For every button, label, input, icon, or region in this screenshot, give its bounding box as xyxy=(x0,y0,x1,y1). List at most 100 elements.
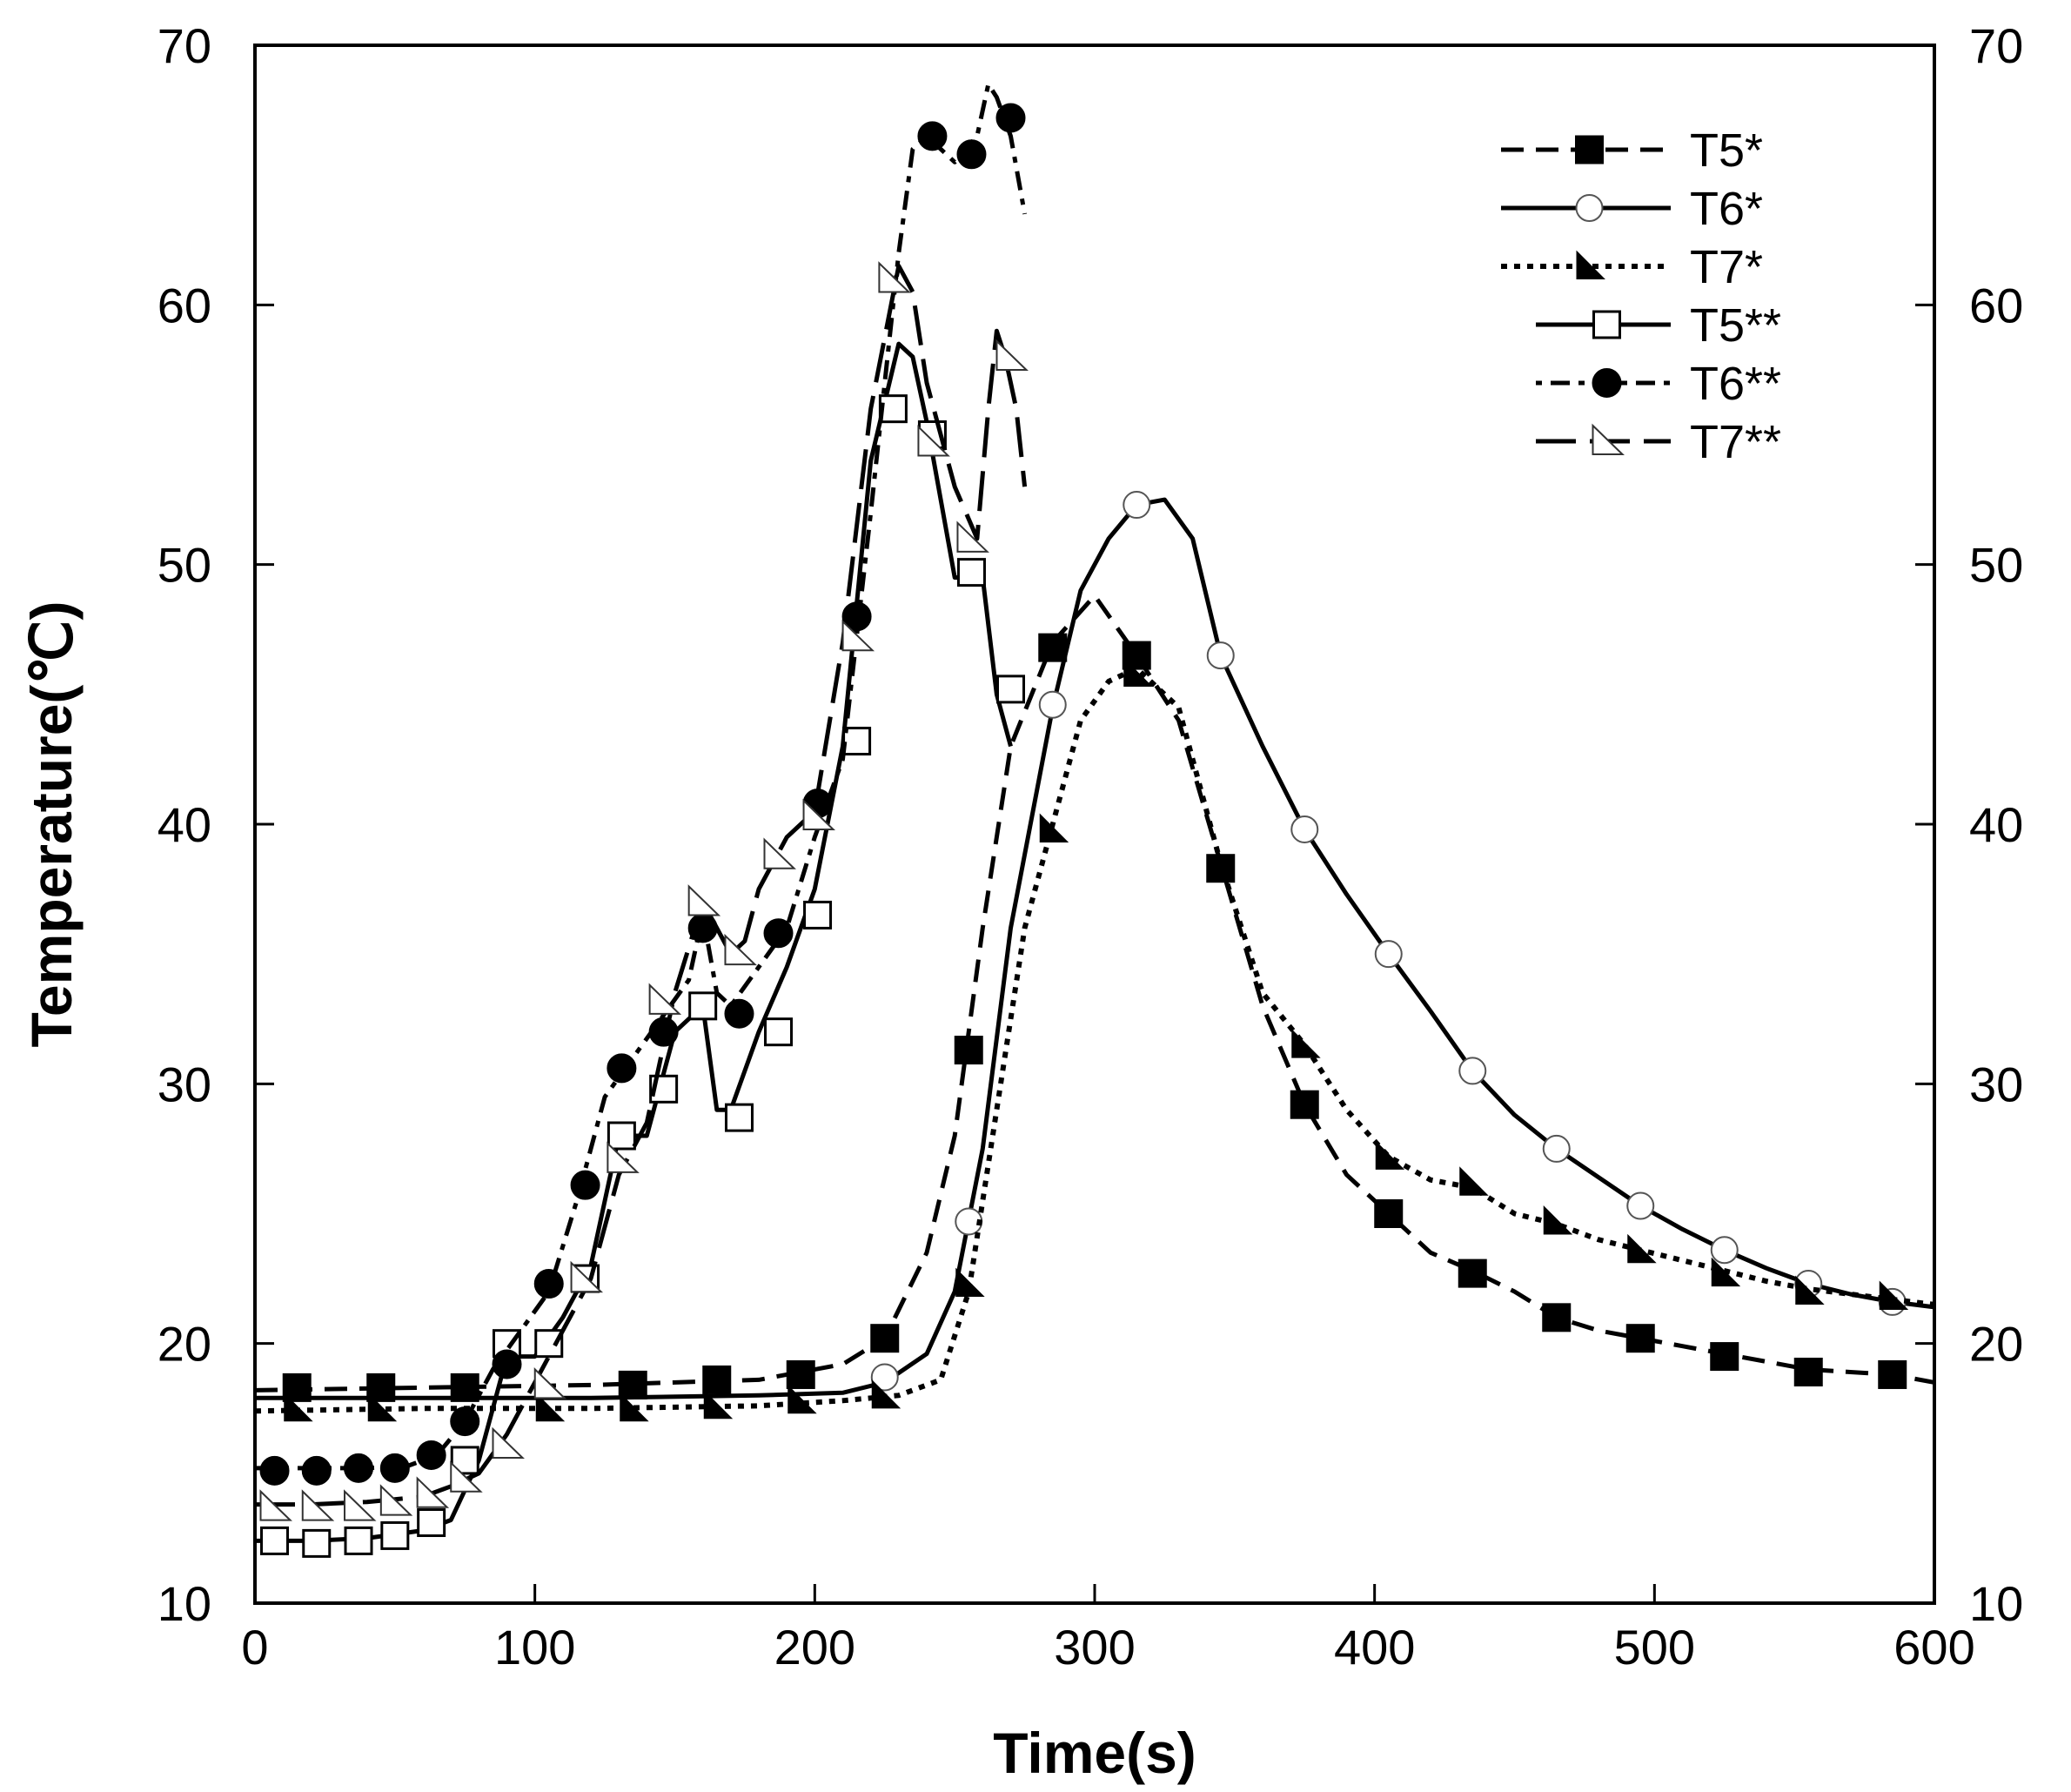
legend-item-t6s: T6* xyxy=(1501,183,1763,235)
y-tick-label: 70 xyxy=(158,18,211,73)
y2-tick-label: 70 xyxy=(1969,18,2023,73)
data-point-t5s xyxy=(870,1324,900,1353)
data-point-t7s xyxy=(1123,657,1153,687)
data-point-t5ss xyxy=(878,394,908,424)
data-point-t5ss xyxy=(260,1526,290,1555)
legend-marker-t7s xyxy=(1576,250,1605,279)
data-point-t7s xyxy=(1879,1280,1909,1310)
data-point-t5ss xyxy=(380,1520,410,1550)
data-point-t6ss xyxy=(416,1440,446,1470)
legend-marker-t6s xyxy=(1575,194,1604,222)
data-point-t7s xyxy=(1291,1029,1321,1058)
y2-tick-label: 20 xyxy=(1969,1317,2023,1372)
data-point-t5ss xyxy=(417,1508,446,1538)
y-tick-label: 50 xyxy=(158,538,211,593)
legend-label-t6s: T6* xyxy=(1690,183,1763,235)
legend-item-t6ss: T6** xyxy=(1536,358,1781,410)
x-tick-label: 200 xyxy=(774,1620,855,1675)
x-tick-label: 500 xyxy=(1614,1620,1695,1675)
data-point-t6s xyxy=(1206,641,1235,670)
data-point-t6s xyxy=(1710,1236,1739,1265)
data-point-t5s xyxy=(954,1036,983,1065)
legend-item-t5ss: T5** xyxy=(1536,299,1781,352)
data-point-t5s xyxy=(1793,1357,1823,1386)
legend: T5* T6* T7* T5** T6** T7** xyxy=(1501,124,1781,468)
x-tick-label: 600 xyxy=(1893,1620,1974,1675)
data-point-t5ss xyxy=(302,1528,332,1558)
data-point-t7s xyxy=(620,1392,649,1422)
data-point-t7s xyxy=(1795,1275,1825,1305)
data-point-t7ss xyxy=(687,884,721,916)
x-axis-title: Time(s) xyxy=(993,1721,1196,1785)
data-point-t7ss xyxy=(416,1476,450,1508)
x-tick-label: 0 xyxy=(241,1620,268,1675)
data-point-t6s xyxy=(1123,491,1151,520)
data-point-t7s xyxy=(1375,1140,1405,1170)
data-point-t7ss xyxy=(724,933,757,966)
data-point-t5s xyxy=(1458,1258,1487,1288)
data-point-t7s xyxy=(1627,1233,1657,1264)
data-point-t7s xyxy=(535,1392,566,1422)
legend-label-t7s: T7* xyxy=(1690,241,1763,293)
legend-marker-t5s xyxy=(1575,135,1604,164)
data-point-t7s xyxy=(1459,1166,1489,1196)
data-point-t5s xyxy=(618,1370,647,1399)
y-axis-title: Temperature(℃) xyxy=(19,601,84,1048)
data-point-t7s xyxy=(871,1379,901,1409)
data-point-t7s xyxy=(788,1384,817,1414)
data-point-t7s xyxy=(284,1392,313,1422)
data-point-t7ss xyxy=(533,1367,567,1399)
data-point-t7ss xyxy=(450,1460,483,1493)
data-point-t5ss xyxy=(842,727,872,756)
series-t6ss xyxy=(255,82,1028,1486)
y2-tick-label: 60 xyxy=(1969,278,2023,332)
data-point-t6s xyxy=(1290,815,1319,843)
y-tick-label: 60 xyxy=(158,278,211,332)
data-point-t6ss xyxy=(450,1406,480,1437)
data-point-t5ss xyxy=(344,1526,373,1555)
data-point-t7ss xyxy=(379,1484,413,1516)
data-point-t5ss xyxy=(764,1017,794,1047)
data-point-t7ss xyxy=(607,1141,640,1173)
legend-item-t5s: T5* xyxy=(1501,124,1763,177)
data-point-t7s xyxy=(955,1267,985,1298)
series-t7s xyxy=(254,657,1935,1422)
data-point-t6ss xyxy=(956,139,987,170)
y-tick-label: 40 xyxy=(158,797,211,852)
x-tick-label: 400 xyxy=(1334,1620,1415,1675)
data-point-t6ss xyxy=(570,1170,600,1200)
data-point-t7s xyxy=(1039,813,1069,842)
data-point-t5ss xyxy=(607,1121,636,1151)
data-point-t7ss xyxy=(995,339,1029,371)
data-point-t7ss xyxy=(301,1489,335,1521)
data-point-t6ss xyxy=(344,1453,374,1483)
data-point-t7ss xyxy=(570,1260,604,1293)
data-point-t7ss xyxy=(259,1489,292,1521)
data-point-t7ss xyxy=(878,261,911,293)
data-point-t5s xyxy=(786,1359,815,1389)
legend-label-t5s: T5* xyxy=(1690,124,1763,177)
data-point-t6s xyxy=(1038,690,1067,719)
data-point-t6s xyxy=(1542,1134,1571,1163)
data-point-t7ss xyxy=(344,1489,377,1521)
y2-tick-label: 50 xyxy=(1969,538,2023,593)
y2-tick-label: 30 xyxy=(1969,1057,2023,1111)
data-point-t6ss xyxy=(259,1455,290,1486)
data-point-t6ss xyxy=(724,998,754,1029)
y-tick-label: 10 xyxy=(158,1576,211,1631)
data-point-t5ss xyxy=(450,1446,479,1475)
data-point-t5ss xyxy=(688,991,718,1021)
data-point-t6ss xyxy=(301,1455,332,1486)
legend-marker-t7ss xyxy=(1592,423,1625,455)
y2-tick-label: 10 xyxy=(1969,1576,2023,1631)
legend-marker-t5ss xyxy=(1592,310,1621,339)
data-point-t5s xyxy=(1290,1090,1319,1119)
y-tick-label: 30 xyxy=(158,1057,211,1111)
legend-label-t5ss: T5** xyxy=(1690,299,1781,352)
data-point-t6ss xyxy=(841,601,872,632)
data-point-t7ss xyxy=(956,520,989,553)
data-point-t5s xyxy=(702,1365,732,1394)
legend-item-t7ss: T7** xyxy=(1536,416,1781,468)
data-point-t6ss xyxy=(995,103,1026,133)
